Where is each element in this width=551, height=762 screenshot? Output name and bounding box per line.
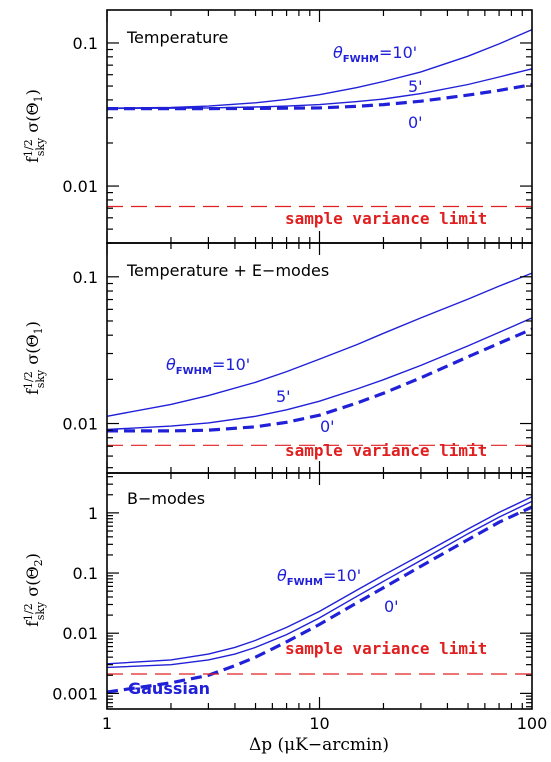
panel-temperature: 0.1 0.01 Temperature θFWHM=10' 5' 0' samp… (22, 9, 533, 244)
y-axis-label-temperature: f1/2sky σ(Θ1) (22, 89, 47, 163)
x-tick-label-bmodes: 10 (309, 714, 329, 733)
y-tick-label-temperature-emodes: 0.1 (73, 268, 98, 287)
series-layer-temperature-emodes (106, 272, 533, 446)
series-line-temperature-emodes-2 (107, 327, 533, 433)
series-line-bmodes-0 (106, 496, 533, 665)
panel-title-temperature-emodes: Temperature + E−modes (126, 261, 329, 280)
series-layer-temperature (106, 28, 533, 208)
series-line-temperature-emodes-1 (106, 317, 533, 431)
label-0-temperature-emodes: 0' (320, 417, 335, 436)
series-line-bmodes-2 (106, 505, 533, 694)
x-tick-label-bmodes: 100 (517, 714, 548, 733)
label-0-bmodes: 0' (384, 597, 399, 616)
series-line-temperature-2 (107, 83, 533, 111)
fwhm-label-temperature: θFWHM=10' (333, 43, 417, 65)
y-tick-label-bmodes: 0.1 (73, 564, 98, 583)
ticks-layer-temperature-emodes: 0.1 0.01 (62, 243, 532, 473)
label-0-temperature: 0' (408, 113, 423, 132)
y-axis-label-bmodes: f1/2sky σ(Θ2) (22, 553, 47, 627)
label-5-temperature-emodes: 5' (276, 387, 291, 406)
x-axis-label: Δp (μK−arcmin) (249, 735, 389, 755)
panel-temperature-emodes: 0.10.01 Temperature + E−modes θFWHM=10' … (22, 242, 533, 474)
y-tick-label-bmodes: 0.001 (52, 684, 98, 703)
x-tick-label-bmodes: 1 (102, 714, 112, 733)
y-tick-label-temperature: 0.1 (73, 34, 98, 53)
y-axis-label-temperature-emodes: f1/2sky σ(Θ1) (22, 321, 47, 395)
limit-label-bmodes: sample variance limit (285, 639, 487, 658)
panel-title-bmodes: B−modes (127, 489, 205, 508)
series-line-temperature-1 (106, 68, 533, 110)
series-layer-bmodes (106, 496, 533, 694)
series-line-temperature-0 (106, 28, 533, 109)
gaussian-label-bmodes: Gaussian (128, 679, 210, 698)
y-tick-label-bmodes: 1 (88, 504, 98, 523)
label-5-temperature: 5' (408, 77, 423, 96)
fwhm-label-bmodes: θFWHM=10' (277, 566, 361, 588)
series-line-bmodes-1 (106, 500, 533, 669)
panel-frame-bmodes (106, 472, 533, 710)
limit-label-temperature: sample variance limit (285, 209, 487, 228)
series-line-temperature-emodes-0 (106, 272, 533, 417)
panel-title-temperature: Temperature (126, 28, 228, 47)
y-tick-label-temperature: 0.01 (62, 177, 98, 196)
limit-label-temperature-emodes: sample variance limit (285, 441, 487, 460)
y-tick-label-bmodes: 0.01 (62, 624, 98, 643)
y-tick-label-temperature-emodes: 0.01 (62, 415, 98, 434)
fwhm-label-temperature-emodes: θFWHM=10' (166, 355, 250, 377)
